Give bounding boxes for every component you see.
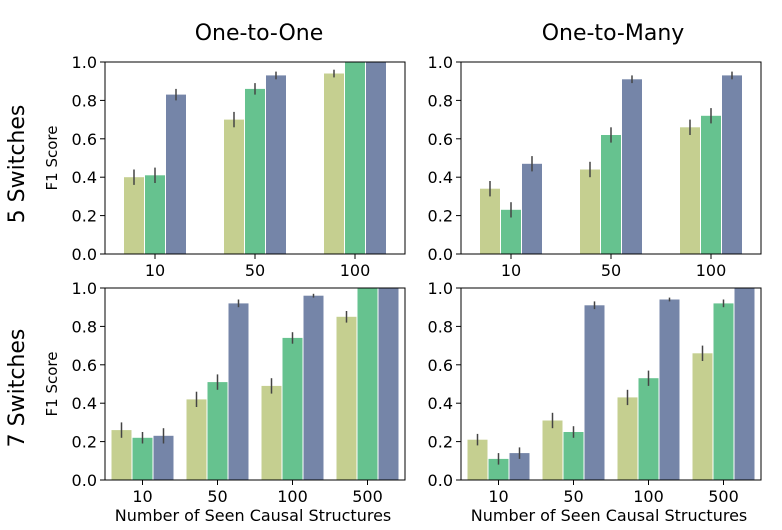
y-tick-label: 0.0: [72, 245, 97, 264]
bar: [713, 303, 734, 480]
bar: [378, 288, 399, 480]
y-tick-label: 0.8: [428, 317, 453, 336]
y-tick-label: 1.0: [72, 279, 97, 298]
bar: [366, 62, 386, 254]
bar: [245, 88, 265, 255]
x-tick-label: 10: [501, 261, 521, 280]
bar: [622, 79, 642, 254]
x-tick-label: 10: [132, 487, 152, 506]
y-axis-label: F1 Score: [43, 126, 61, 191]
bar: [692, 353, 713, 480]
bar: [336, 316, 357, 480]
x-tick-label: 100: [696, 261, 727, 280]
bar: [145, 175, 165, 254]
bar: [228, 303, 249, 480]
bar: [480, 188, 500, 254]
column-title-one-to-many: One-to-Many: [542, 21, 685, 46]
x-tick-label: 500: [352, 487, 383, 506]
bar: [501, 209, 521, 254]
y-tick-label: 0.0: [428, 471, 453, 490]
bar: [580, 169, 600, 254]
bar: [542, 420, 563, 480]
y-axis-label: F1 Score: [43, 352, 61, 417]
y-tick-label: 0.2: [428, 433, 453, 452]
bar: [467, 439, 488, 480]
bar: [266, 75, 286, 255]
y-tick-label: 0.4: [428, 168, 453, 187]
x-tick-label: 50: [245, 261, 265, 280]
y-tick-label: 0.8: [428, 91, 453, 110]
bar: [601, 135, 621, 254]
x-tick-label: 100: [633, 487, 664, 506]
x-tick-label: 100: [340, 261, 371, 280]
bar: [186, 399, 207, 480]
x-axis-label: Number of Seen Causal Structures: [115, 506, 392, 525]
row-title-5-switches: 5 Switches: [5, 105, 30, 224]
column-title-one-to-one: One-to-One: [195, 21, 324, 46]
y-tick-label: 0.8: [72, 91, 97, 110]
y-tick-label: 0.6: [428, 130, 453, 149]
y-tick-label: 0.2: [72, 433, 97, 452]
y-tick-label: 0.2: [428, 207, 453, 226]
bar: [722, 75, 742, 255]
y-tick-label: 0.6: [428, 356, 453, 375]
x-tick-label: 50: [563, 487, 583, 506]
bar: [584, 305, 605, 480]
y-tick-label: 0.4: [72, 394, 97, 413]
y-tick-label: 0.0: [72, 471, 97, 490]
x-tick-label: 100: [277, 487, 308, 506]
bar: [488, 458, 509, 480]
bar: [207, 382, 228, 480]
chart-panel-3: 0.0 0.2 0.4 0.6 0.8 1.0 10 50 100 500 F1 Score Numb…: [43, 279, 406, 525]
y-tick-label: 0.6: [72, 130, 97, 149]
x-tick-label: 50: [601, 261, 621, 280]
bar: [701, 115, 721, 254]
axes-frame: [104, 287, 406, 481]
y-tick-label: 1.0: [428, 53, 453, 72]
axes-frame: [460, 287, 762, 481]
bar: [324, 73, 344, 254]
chart-panel-1: 0.0 0.2 0.4 0.6 0.8 1.0 10 50 100 F1 Score: [43, 53, 406, 280]
bar: [680, 127, 700, 254]
bar: [617, 397, 638, 480]
y-tick-label: 0.4: [428, 394, 453, 413]
y-tick-label: 1.0: [428, 279, 453, 298]
bar: [345, 62, 365, 254]
bar: [124, 177, 144, 254]
bar: [153, 435, 174, 480]
y-tick-label: 0.0: [428, 245, 453, 264]
x-axis-label: Number of Seen Causal Structures: [471, 506, 748, 525]
x-tick-label: 10: [488, 487, 508, 506]
bar: [659, 299, 680, 480]
bar: [132, 437, 153, 480]
y-tick-label: 0.2: [72, 207, 97, 226]
x-tick-label: 10: [145, 261, 165, 280]
y-tick-label: 0.6: [72, 356, 97, 375]
bar: [734, 288, 755, 480]
bar: [522, 163, 542, 254]
bar: [261, 385, 282, 480]
x-tick-label: 500: [708, 487, 739, 506]
x-tick-label: 50: [207, 487, 227, 506]
bar: [224, 119, 244, 254]
row-title-7-switches: 7 Switches: [5, 329, 30, 448]
bar: [357, 288, 378, 480]
bar: [638, 378, 659, 480]
y-tick-label: 0.8: [72, 317, 97, 336]
chart-panel-2: 0.0 0.2 0.4 0.6 0.8 1.0 10 50 100: [428, 53, 762, 280]
bar: [166, 94, 186, 254]
y-tick-label: 1.0: [72, 53, 97, 72]
bar: [303, 295, 324, 480]
bar: [111, 430, 132, 480]
y-tick-label: 0.4: [72, 168, 97, 187]
bar: [563, 432, 584, 480]
bar: [282, 337, 303, 480]
bar: [509, 453, 530, 480]
